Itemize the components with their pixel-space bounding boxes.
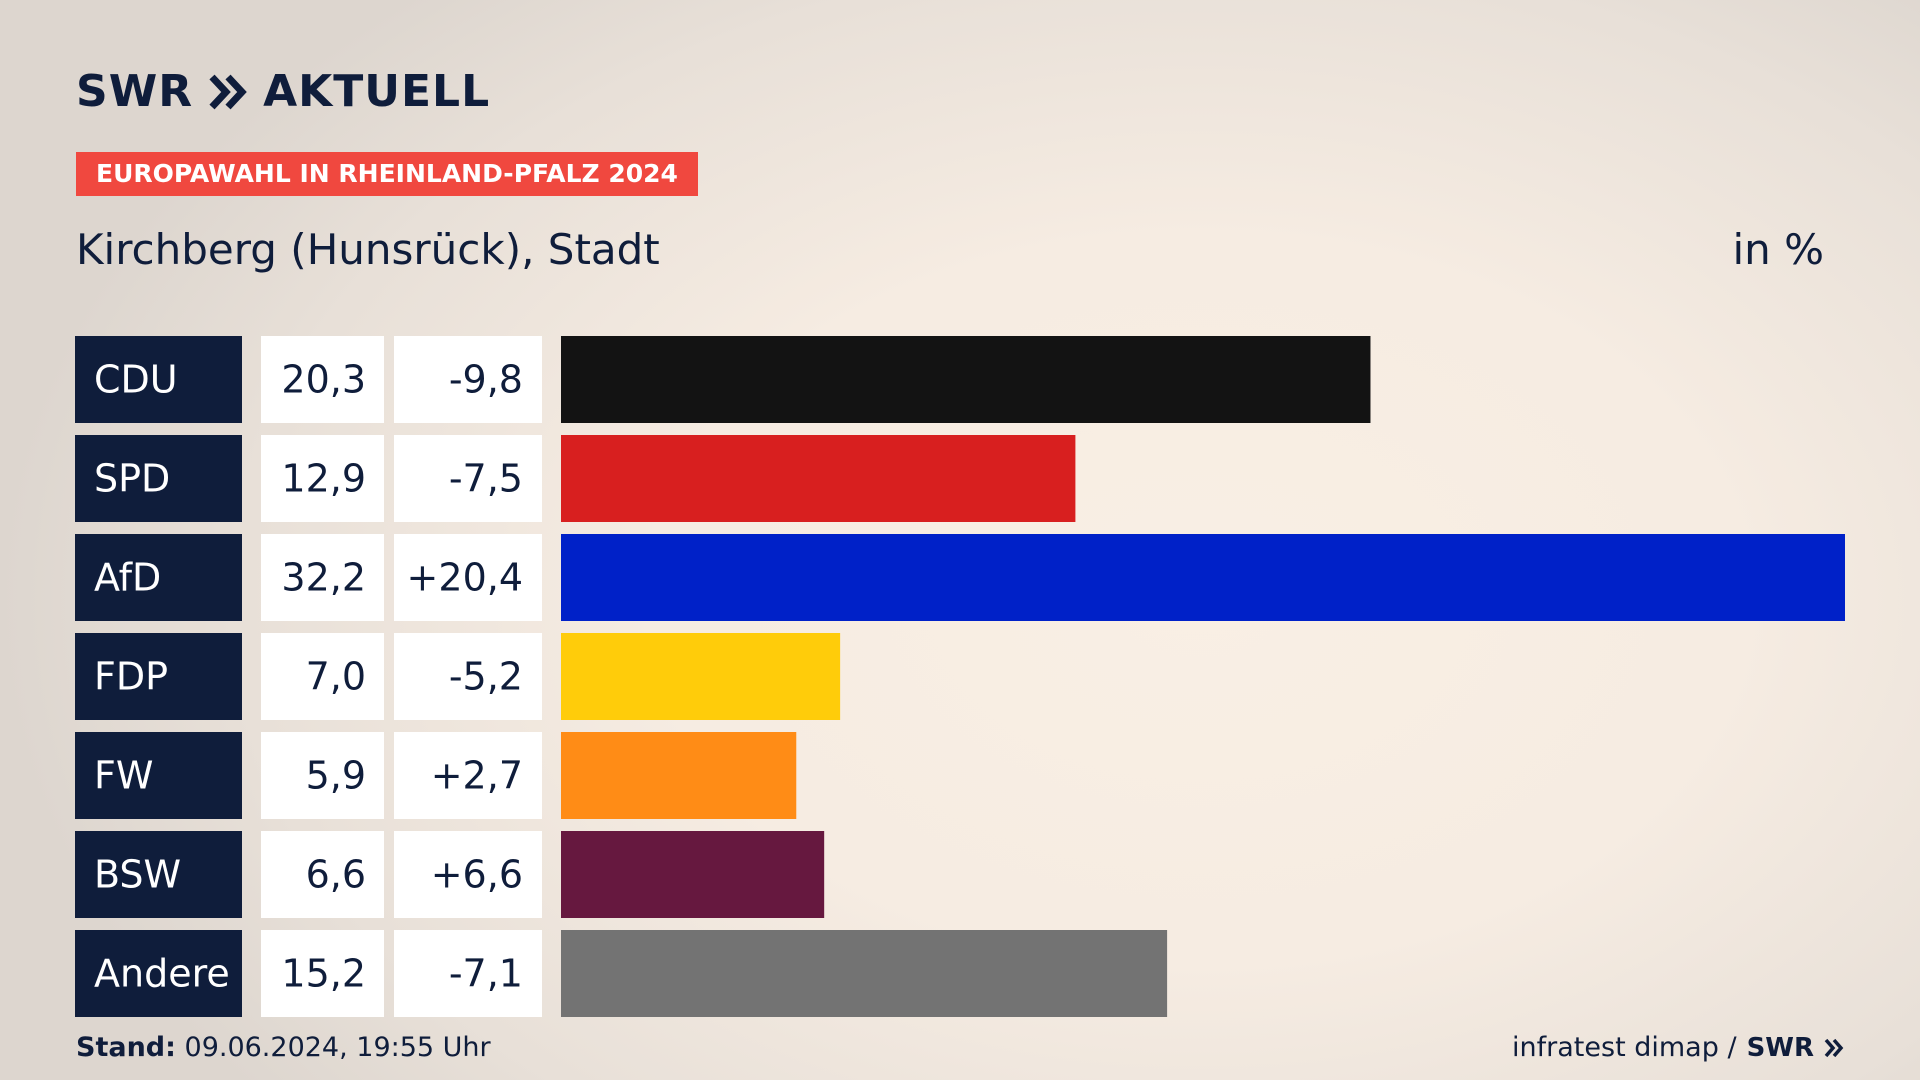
change-label-fw: +2,7 [431, 754, 523, 798]
party-label-box-cdu [75, 336, 242, 423]
party-label-box-afd [75, 534, 242, 621]
value-cell-andere [261, 930, 384, 1017]
party-label-box-bsw [75, 831, 242, 918]
party-label-cdu: CDU [94, 358, 178, 402]
party-label-afd: AfD [94, 556, 161, 600]
stand-label: Stand: [76, 1032, 176, 1063]
value-cell-cdu [261, 336, 384, 423]
bar-fdp [561, 633, 841, 720]
double-chevron-icon [1824, 1038, 1844, 1058]
value-label-cdu: 20,3 [281, 358, 366, 402]
unit-label: in % [1732, 225, 1824, 274]
value-label-bsw: 6,6 [306, 853, 366, 897]
election-badge: EUROPAWAHL IN RHEINLAND-PFALZ 2024 [76, 152, 698, 196]
party-label-box-spd [75, 435, 242, 522]
timestamp: Stand: 09.06.2024, 19:55 Uhr [76, 1032, 491, 1064]
bar-spd [561, 435, 1076, 522]
brand-name: SWR [76, 66, 194, 117]
change-cell-fw [394, 732, 542, 819]
change-label-fdp: -5,2 [449, 655, 523, 699]
value-cell-bsw [261, 831, 384, 918]
value-cell-fw [261, 732, 384, 819]
change-label-bsw: +6,6 [431, 853, 523, 897]
party-label-fw: FW [94, 754, 153, 798]
change-label-andere: -7,1 [449, 952, 523, 996]
change-cell-afd [394, 534, 542, 621]
source-brand: SWR [1746, 1033, 1814, 1063]
change-label-cdu: -9,8 [449, 358, 523, 402]
change-cell-cdu [394, 336, 542, 423]
results-chart: CDU 20,3 -9,8 SPD 12,9 -7,5 AfD 32,2 +20,4 FDP 7,0… [75, 336, 1845, 1017]
change-cell-andere [394, 930, 542, 1017]
party-label-fdp: FDP [94, 655, 168, 699]
party-label-bsw: BSW [94, 853, 181, 897]
double-chevron-icon [209, 74, 247, 110]
value-label-andere: 15,2 [281, 952, 366, 996]
party-label-box-fdp [75, 633, 242, 720]
value-cell-spd [261, 435, 384, 522]
section-title: AKTUELL [263, 66, 491, 117]
value-label-afd: 32,2 [281, 556, 366, 600]
change-cell-fdp [394, 633, 542, 720]
value-label-fw: 5,9 [306, 754, 366, 798]
stand-value: 09.06.2024, 19:55 Uhr [184, 1032, 491, 1063]
party-label-andere: Andere [94, 952, 230, 996]
change-label-spd: -7,5 [449, 457, 523, 501]
value-label-fdp: 7,0 [306, 655, 366, 699]
source-text: infratest dimap / [1512, 1032, 1737, 1063]
value-cell-fdp [261, 633, 384, 720]
bar-fw [561, 732, 797, 819]
bar-cdu [561, 336, 1371, 423]
change-cell-spd [394, 435, 542, 522]
bar-bsw [561, 831, 825, 918]
bar-afd [561, 534, 1845, 621]
change-cell-bsw [394, 831, 542, 918]
swr-aktuell-logo: SWR AKTUELL [76, 66, 490, 118]
party-label-spd: SPD [94, 457, 170, 501]
page-title: Kirchberg (Hunsrück), Stadt [76, 225, 660, 274]
bar-andere [561, 930, 1168, 1017]
party-label-box-andere [75, 930, 242, 1017]
change-label-afd: +20,4 [407, 556, 523, 600]
party-label-box-fw [75, 732, 242, 819]
value-cell-afd [261, 534, 384, 621]
source-credit: infratest dimap / SWR [1512, 1032, 1844, 1064]
value-label-spd: 12,9 [281, 457, 366, 501]
